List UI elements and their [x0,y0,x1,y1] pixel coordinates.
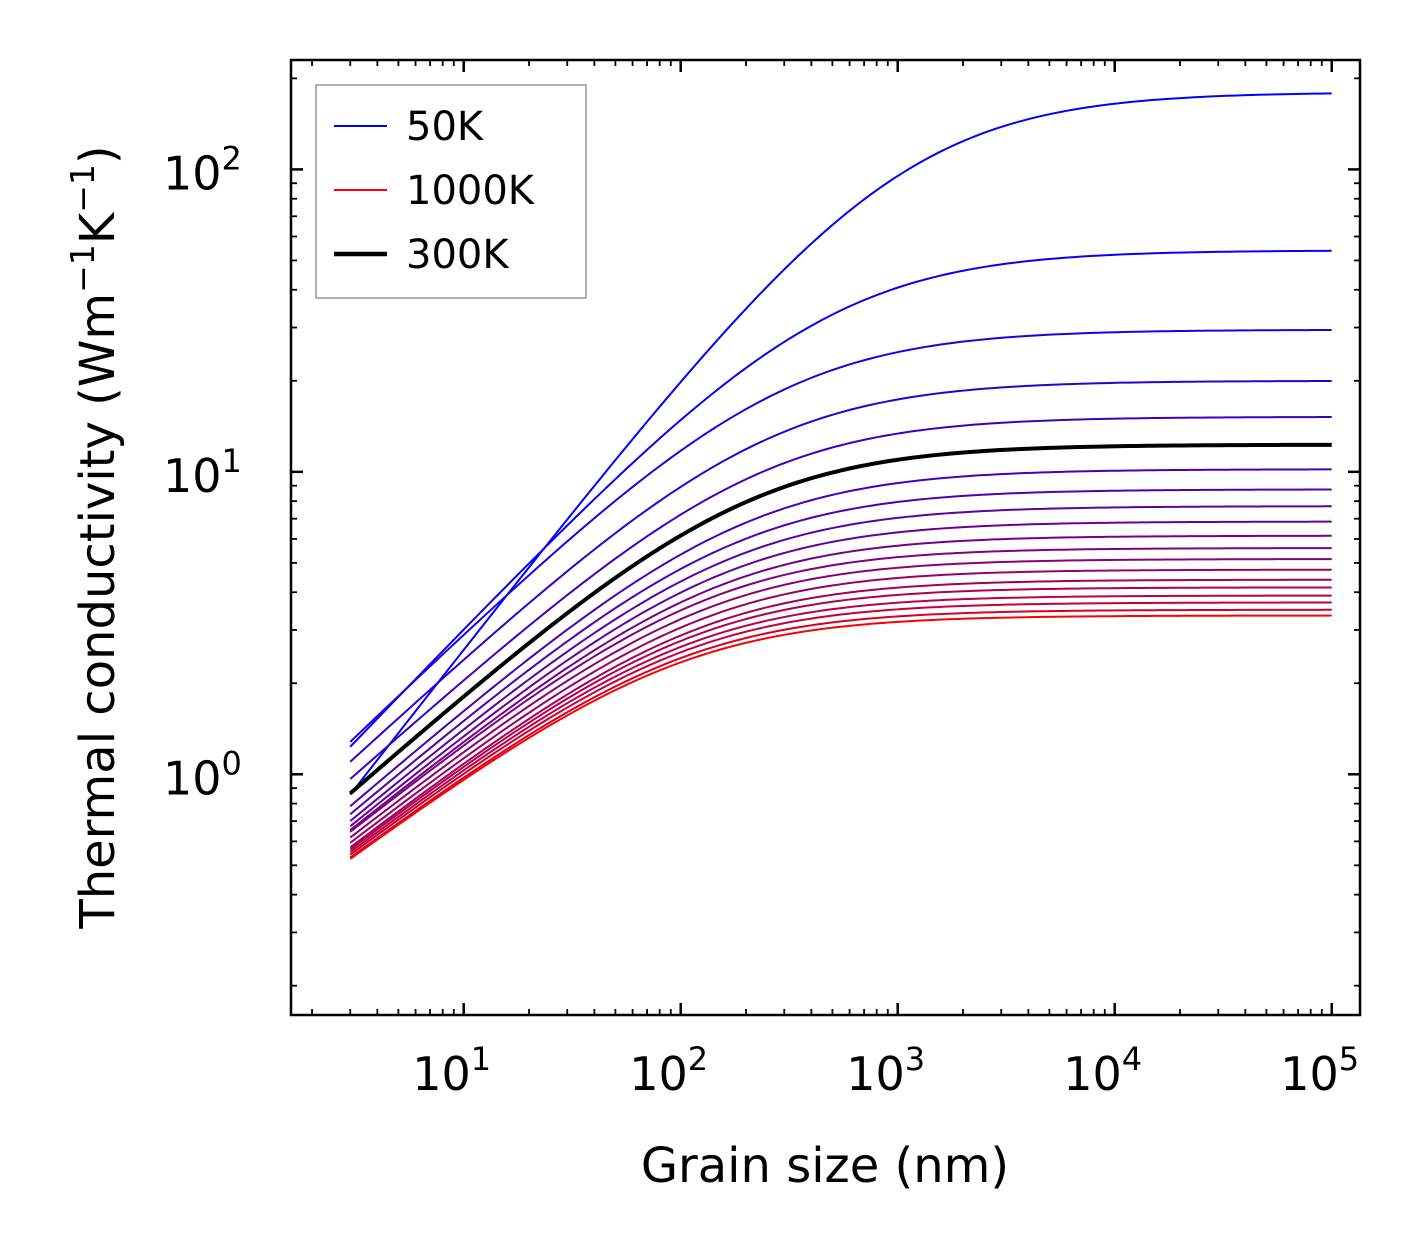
y-axis-label-sup1: −1 [63,244,102,293]
series-line-250k [349,416,1332,780]
y-tick-label: 100 [163,744,242,805]
plot-frame [289,58,1362,1017]
series-line-600k [349,547,1332,833]
series-line-400k [349,488,1332,816]
y-axis-label: Thermal conductivity (Wm−1K−1) [63,145,126,929]
x-tick-label-exp: 5 [1339,1040,1359,1078]
series-line-750k [349,578,1332,849]
x-axis-label: Grain size (nm) [641,1138,1009,1194]
legend-box [315,84,587,299]
x-tick-label-base: 10 [846,1047,905,1101]
series-line-150k [349,329,1332,743]
series-line-500k [349,520,1332,828]
series-line-700k [349,568,1332,844]
series-line-50k [349,92,1332,796]
x-tick-label-base: 10 [1280,1047,1339,1101]
series-line-300k [348,442,1332,795]
legend-label-50k: 50K [406,104,485,150]
y-tick-label: 101 [163,442,242,503]
y-axis-label-main: Thermal conductivity (Wm [70,293,126,930]
series-line-850k [349,594,1332,853]
series-line-350k [349,468,1332,807]
x-tick-label: 103 [846,1040,925,1101]
series-line-800k [349,586,1332,851]
x-tick-label: 104 [1063,1040,1142,1101]
y-axis-label-mid: K [70,211,126,244]
y-tick-label-exp: 2 [222,139,242,177]
series-line-200k [349,380,1332,763]
y-tick-label-exp: 0 [222,744,242,782]
series-line-1000k [349,614,1332,860]
legend: 50K 1000K 300K [315,84,587,299]
ticks-group [291,60,1360,1015]
series-line-950k [349,608,1332,859]
y-tick-label-base: 10 [163,146,222,200]
legend-label-1000k: 1000K [406,168,536,214]
y-axis-label-sup2: −1 [63,164,102,213]
x-tick-label-base: 10 [1063,1047,1122,1101]
y-axis-label-end: ) [70,145,126,164]
series-group [348,92,1332,860]
y-tick-label: 102 [163,139,242,200]
x-tick-label-base: 10 [629,1047,688,1101]
y-tick-label-base: 10 [163,751,222,805]
legend-label-300k: 300K [406,232,510,278]
x-tick-label-exp: 1 [471,1040,491,1078]
y-tick-label-exp: 1 [222,442,242,480]
series-line-100k [349,249,1332,748]
x-tick-label-base: 10 [412,1047,471,1101]
series-line-900k [349,601,1332,856]
x-tick-label: 102 [629,1040,708,1101]
series-line-650k [349,558,1332,839]
x-tick-label: 105 [1280,1040,1359,1101]
x-tick-label-exp: 3 [905,1040,925,1078]
series-line-450k [349,505,1332,822]
x-tick-label-exp: 2 [688,1040,708,1078]
x-tick-label-exp: 4 [1122,1040,1142,1078]
y-tick-label-base: 10 [163,449,222,503]
series-line-550k [349,534,1332,831]
x-tick-label: 101 [412,1040,491,1101]
